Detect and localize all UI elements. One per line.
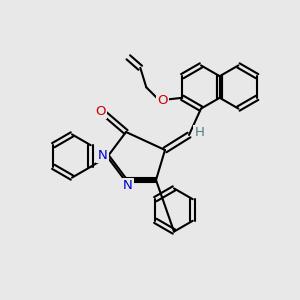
Text: O: O (95, 105, 106, 118)
Text: N: N (98, 149, 107, 162)
Text: O: O (158, 94, 168, 107)
Text: N: N (123, 179, 132, 192)
Text: H: H (195, 126, 204, 139)
